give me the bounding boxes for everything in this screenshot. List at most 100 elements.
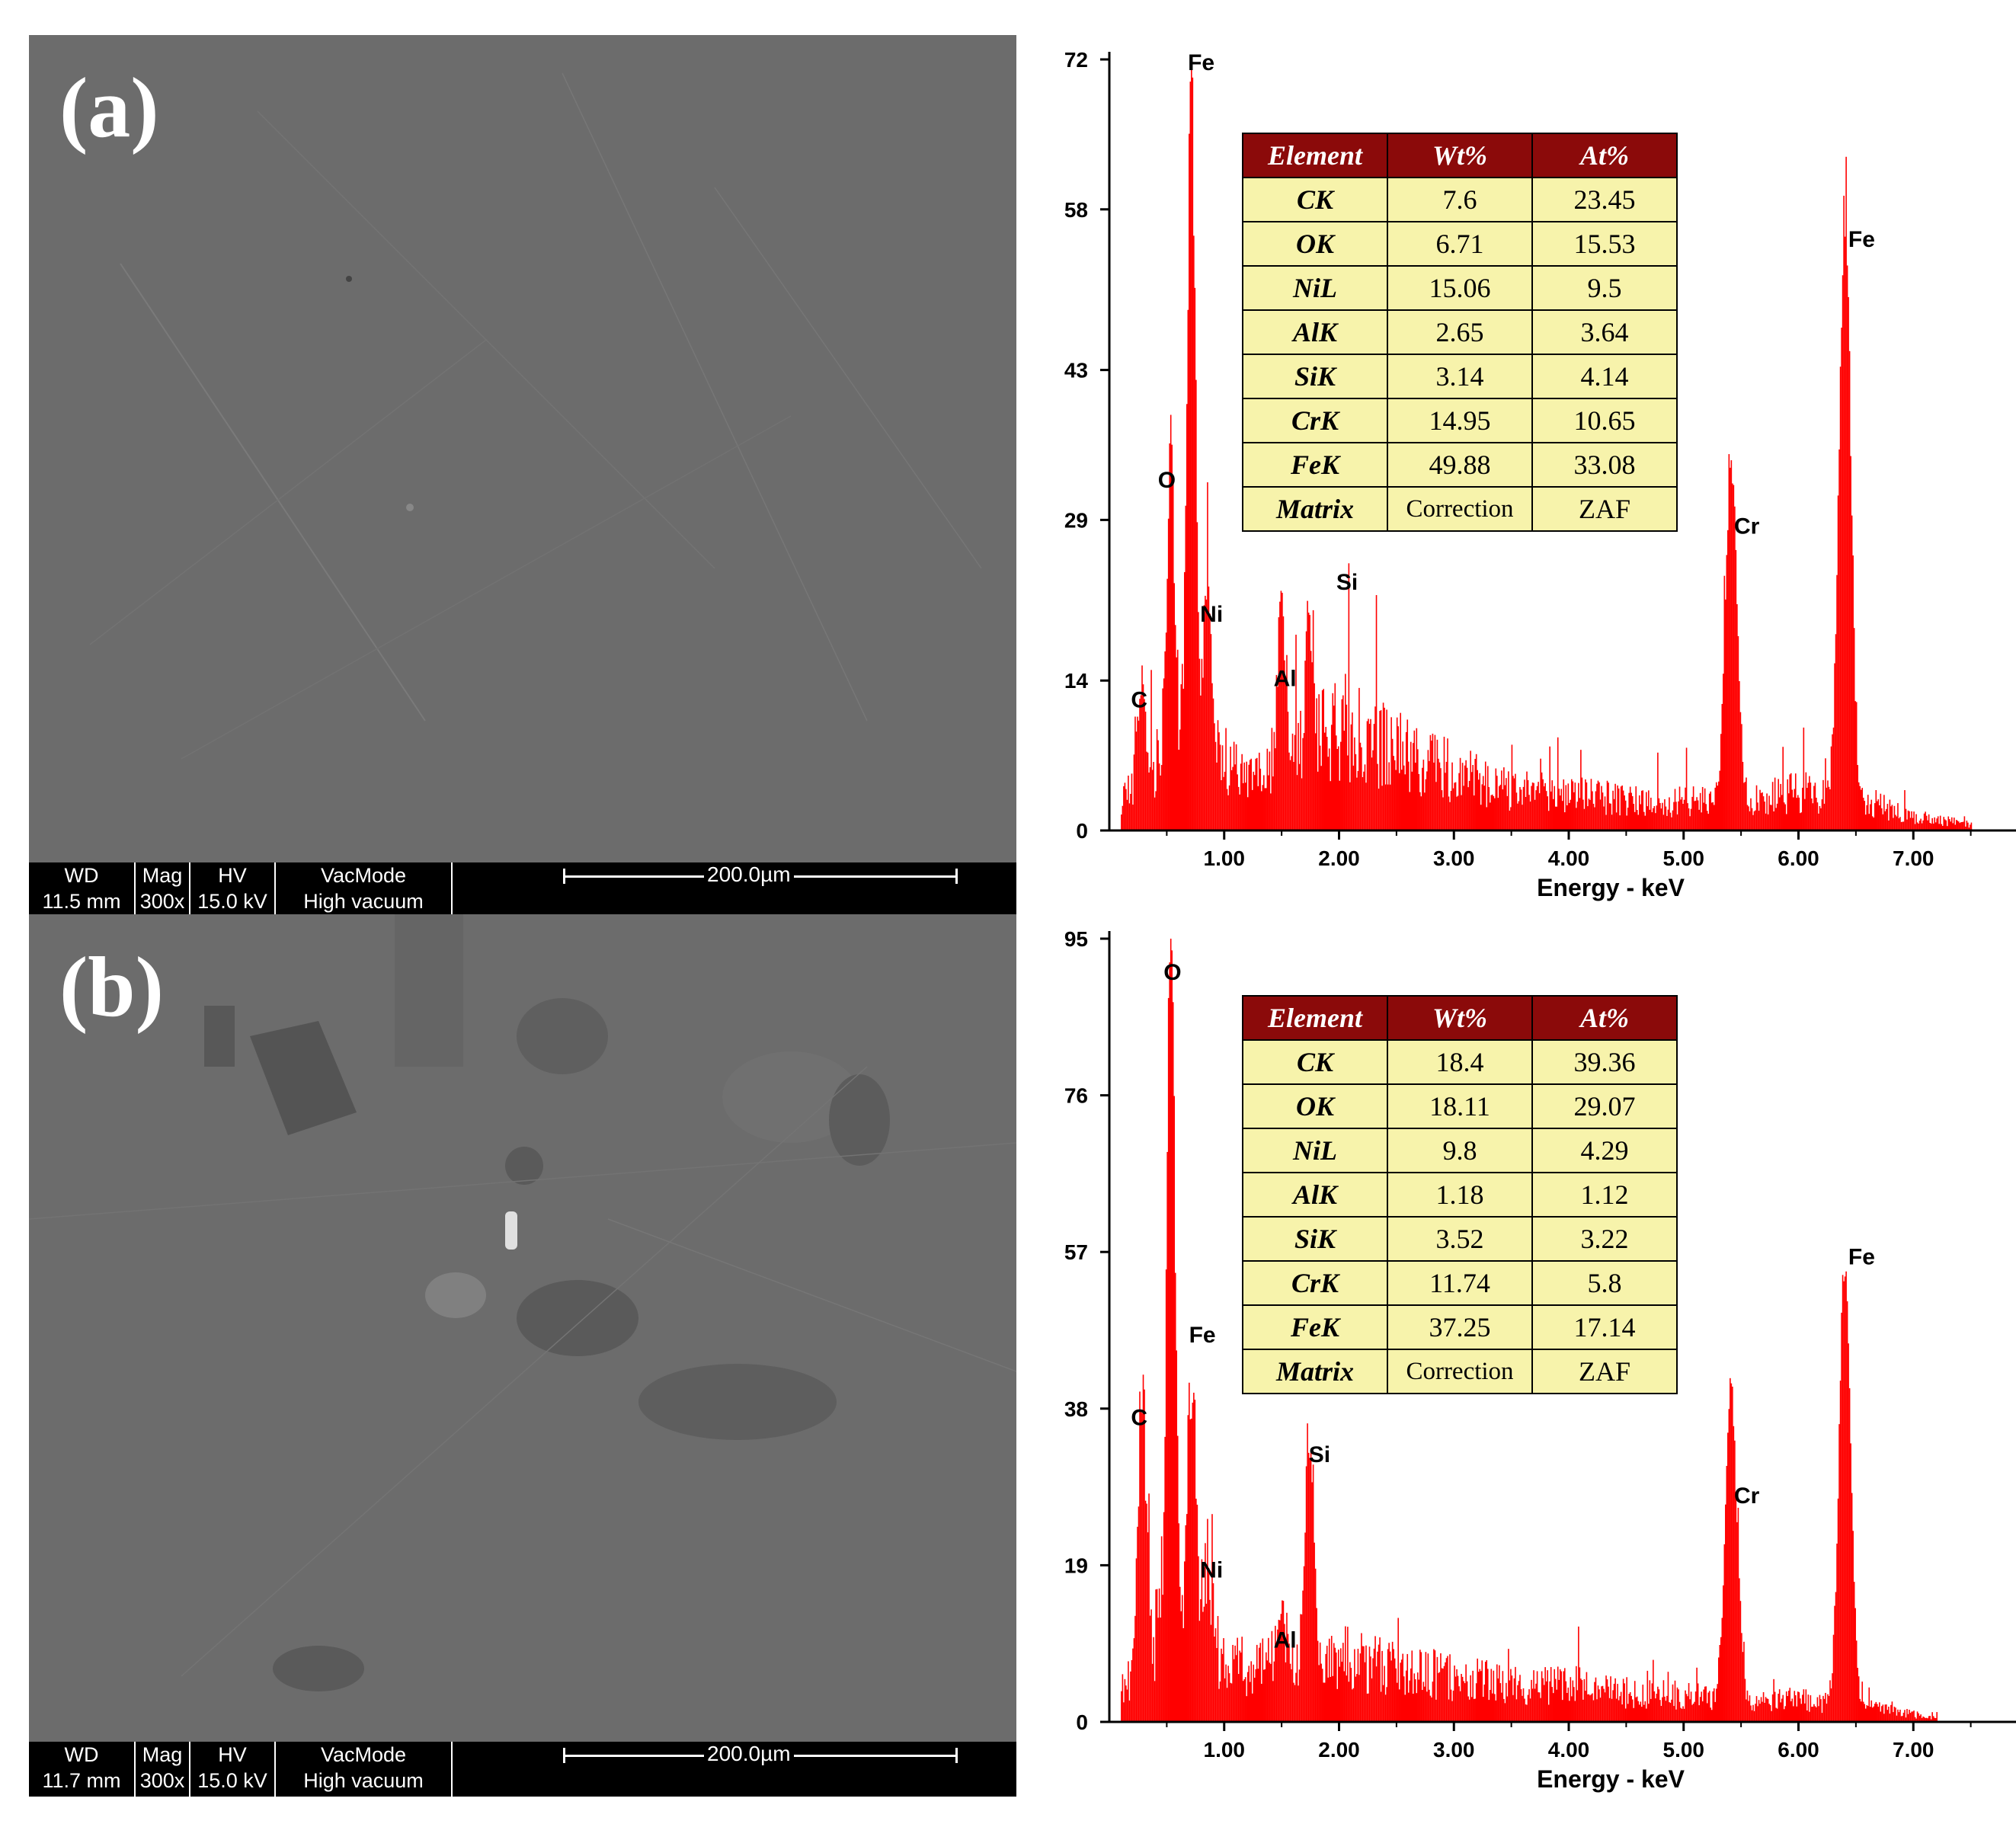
peak-label: C xyxy=(1131,687,1147,712)
spectrum-bar xyxy=(1613,798,1615,830)
spectrum-bar xyxy=(1153,1637,1154,1722)
spectrum-bar xyxy=(1410,1668,1412,1722)
spectrum-bar xyxy=(1347,755,1349,830)
spectrum-bar xyxy=(1884,811,1886,830)
spectrum-bar xyxy=(1244,1677,1246,1722)
spectrum-bar xyxy=(1883,1714,1885,1722)
spectrum-bar xyxy=(1225,1664,1227,1722)
spectrum-bar xyxy=(1931,1712,1933,1722)
spectrum-bar xyxy=(1226,789,1228,830)
spectrum-bar xyxy=(1588,1694,1590,1722)
spectrum-bar xyxy=(1960,822,1962,830)
spectrum-bar xyxy=(1578,782,1579,830)
spectrum-bar xyxy=(1874,803,1876,830)
x-tick-label: 4.00 xyxy=(1548,1738,1590,1762)
spectrum-bar xyxy=(1611,814,1613,830)
spectrum-bar xyxy=(1282,616,1285,830)
spectrum-bar xyxy=(1499,1683,1502,1722)
spectrum-bar xyxy=(1569,1701,1570,1722)
spectrum-bar xyxy=(1911,1711,1912,1722)
databar-hv: HV 15.0 kV xyxy=(190,1742,276,1797)
spectrum-bar xyxy=(1843,195,1845,830)
spectrum-bar xyxy=(1266,1652,1267,1722)
spectrum-bar xyxy=(1298,1669,1301,1722)
spectrum-bar xyxy=(1336,749,1339,830)
spectrum-bar xyxy=(1732,483,1733,830)
spectrum-bar xyxy=(1787,793,1790,830)
spectrum-bar xyxy=(1461,763,1464,830)
y-tick-label: 95 xyxy=(1064,927,1088,951)
spectrum-bar xyxy=(1628,1694,1630,1722)
spectrum-bar xyxy=(1608,782,1609,830)
spectrum-bar xyxy=(1784,804,1787,830)
spectrum-bar xyxy=(1517,1685,1518,1722)
spectrum-bar xyxy=(1239,1650,1240,1722)
spectrum-bar xyxy=(1123,786,1125,830)
spectrum-bar xyxy=(1493,795,1495,830)
spectrum-bar xyxy=(1518,801,1520,830)
x-tick-label: 1.00 xyxy=(1204,1738,1246,1762)
table-cell-wt: 9.8 xyxy=(1387,1128,1533,1173)
spectrum-bar xyxy=(1180,684,1182,830)
spectrum-bar xyxy=(1664,1696,1666,1722)
spectrum-bar xyxy=(1576,802,1579,830)
spectrum-bar xyxy=(1284,660,1285,830)
spectrum-bar xyxy=(1317,771,1319,830)
spectrum-bar xyxy=(1533,782,1534,830)
spectrum-bar xyxy=(1606,1679,1608,1722)
spectrum-bar xyxy=(1902,1716,1903,1722)
spectrum-bar xyxy=(1643,1704,1645,1722)
spectrum-bar xyxy=(1303,1566,1305,1722)
spectrum-bar xyxy=(1241,754,1243,830)
spectrum-bar xyxy=(1122,1674,1124,1722)
spectrum-bar xyxy=(1938,824,1941,830)
spectrum-bar xyxy=(1907,1714,1909,1722)
peak-label: O xyxy=(1163,960,1181,985)
spectrum-bar xyxy=(1433,762,1435,830)
spectrum-bar xyxy=(1826,1704,1828,1722)
spectrum-bar xyxy=(1356,777,1358,830)
table-header-wt: Wt% xyxy=(1387,133,1533,178)
spectrum-bar xyxy=(1495,1700,1497,1722)
spectrum-bar xyxy=(1473,1698,1475,1722)
table-cell-at: 33.08 xyxy=(1531,442,1678,488)
spectrum-bar xyxy=(1646,1670,1649,1722)
spectrum-bar xyxy=(1218,732,1220,830)
spectrum-bar xyxy=(1157,1618,1159,1722)
spectrum-bar xyxy=(1841,328,1842,830)
spectrum-bar xyxy=(1608,803,1611,830)
x-tick-label: 4.00 xyxy=(1548,846,1590,870)
spectrum-bar xyxy=(1857,765,1858,830)
spectrum-bar xyxy=(1499,784,1502,830)
spectrum-bar xyxy=(1234,1645,1236,1722)
spectrum-bar xyxy=(1200,695,1202,830)
table-row: CK 7.6 23.45 xyxy=(1242,177,1678,222)
spectrum-bar xyxy=(1230,1683,1233,1722)
spectrum-bar xyxy=(1131,1659,1133,1722)
spectrum-bar xyxy=(1638,1704,1640,1722)
spectrum-bar xyxy=(1287,1634,1289,1722)
spectrum-bar xyxy=(1845,156,1847,830)
spectrum-bar xyxy=(1489,1689,1491,1722)
spectrum-bar xyxy=(1509,810,1511,830)
peak-label: Fe xyxy=(1848,1244,1875,1269)
spectrum-bar xyxy=(1712,1691,1714,1722)
spectrum-bar xyxy=(1727,530,1729,830)
spectrum-bar xyxy=(1332,693,1334,830)
spectrum-bar xyxy=(1580,750,1582,830)
spectrum-bar xyxy=(1615,1698,1618,1722)
spectrum-bar xyxy=(1905,1717,1907,1722)
x-tick-label: 2.00 xyxy=(1318,846,1360,870)
spectrum-bar xyxy=(1314,733,1317,830)
spectrum-bar xyxy=(1715,782,1717,830)
composition-table-a: Element Wt% At% CK 7.6 23.45 OK 6.71 15.53 NiL… xyxy=(1242,133,1678,532)
spectrum-bar xyxy=(1868,814,1870,830)
table-cell-element: NiL xyxy=(1242,1128,1388,1173)
spectrum-bar xyxy=(1936,818,1938,830)
spectrum-bar xyxy=(1531,786,1532,830)
spectrum-bar xyxy=(1531,1688,1534,1722)
spectrum-bar xyxy=(1234,764,1236,830)
spectrum-bar xyxy=(1846,1301,1848,1722)
spectrum-bar xyxy=(1255,1669,1257,1722)
spectrum-bar xyxy=(1335,735,1337,830)
